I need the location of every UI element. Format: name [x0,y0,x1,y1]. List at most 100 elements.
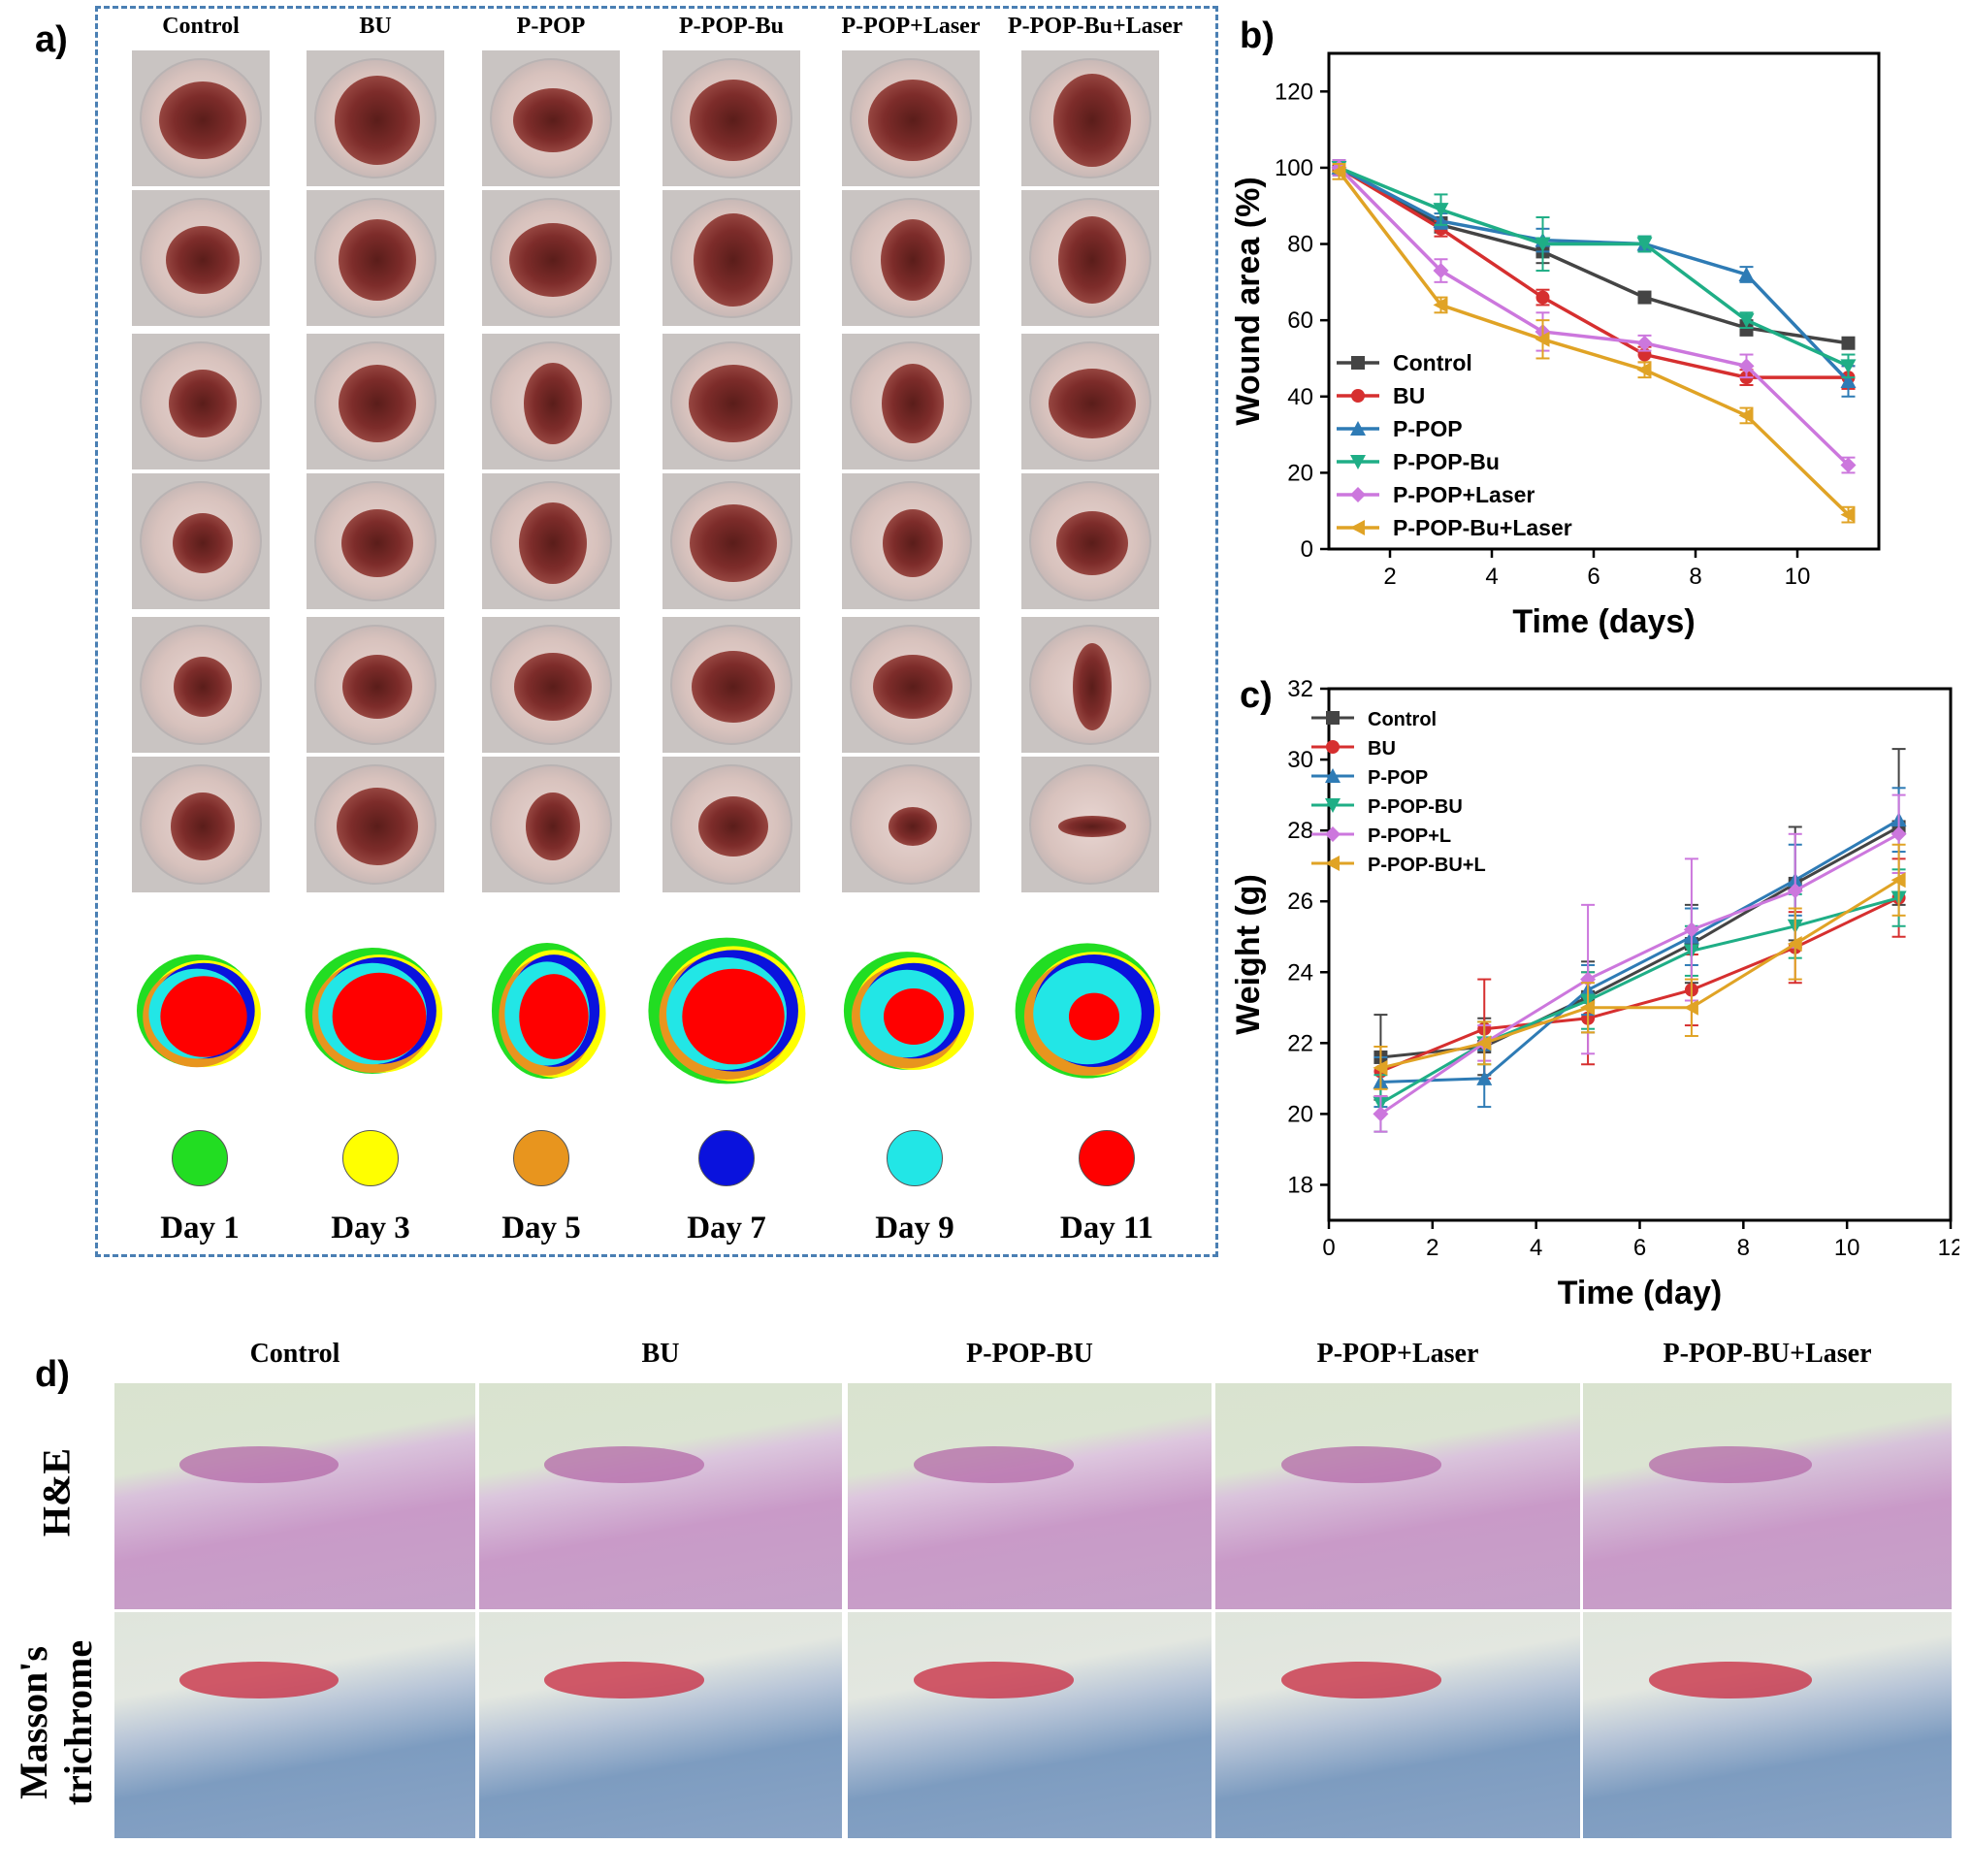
series-line [1380,818,1900,1084]
day-color-dot [1079,1130,1135,1186]
panel-a-label: a) [35,19,68,60]
row-label-line: trichrome [56,1639,100,1806]
wound-photo [842,757,980,892]
wound-overlay-map [1015,943,1161,1079]
day-contour [682,968,785,1065]
histology-column-header: P-POP+Laser [1316,1339,1479,1369]
y-tick-label: 24 [1287,959,1313,986]
histology-column-header: BU [641,1339,680,1369]
data-point [1325,798,1341,813]
legend-label: BU [1368,738,1396,760]
petri-dish [314,198,436,318]
legend-label: P-POP [1368,767,1428,789]
wound-photo [662,473,800,609]
data-point [1325,856,1340,871]
series-line [1338,170,1850,516]
wound-area [341,509,413,577]
collagen-band [544,1662,704,1698]
wound-photo [662,50,800,186]
petri-dish [670,341,792,462]
petri-dish [490,198,612,318]
wound-photo [1021,50,1159,186]
petri-dish [490,481,612,601]
he-stain-image [1583,1383,1952,1609]
x-tick-label: 8 [1737,1235,1750,1261]
wound-area [690,80,777,161]
petri-dish [140,58,262,178]
panel-c-label: c) [1240,675,1273,716]
wound-area [1053,74,1131,167]
y-axis-label: Wound area (%) [1232,177,1267,425]
data-point [1535,237,1551,252]
data-point [1350,455,1366,469]
data-point [1476,1035,1492,1051]
wound-area [1056,511,1128,575]
wound-photo [1021,190,1159,326]
day-label: Day 7 [687,1211,766,1245]
wound-area [174,657,232,717]
data-point [1787,936,1802,953]
x-tick-label: 6 [1587,564,1599,590]
petri-dish [140,481,262,601]
data-point [1890,825,1907,842]
wound-photo [132,50,270,186]
data-point [1738,313,1755,329]
wound-photo [307,50,444,186]
masson-trichrome-image [1583,1612,1952,1838]
wound-area [337,788,418,865]
wound-area [1073,643,1112,730]
day-color-dot [172,1130,228,1186]
series-line [1380,879,1900,1070]
petri-dish [490,341,612,462]
data-point [1580,999,1596,1016]
wound-photo [307,473,444,609]
petri-dish [140,198,262,318]
wound-photo [842,190,980,326]
panel-d-label: d) [35,1354,70,1395]
series-line [1338,166,1850,383]
wound-area [694,213,773,307]
data-point [1535,290,1550,305]
wound-area [1058,816,1126,837]
x-tick-label: 4 [1530,1235,1542,1261]
petri-dish [670,625,792,745]
y-axis-label: Weight (g) [1232,874,1267,1035]
series-line [1338,166,1849,345]
data-point [1840,373,1857,389]
wound-photo [662,190,800,326]
petri-dish [314,764,436,885]
y-tick-label: 20 [1287,460,1313,486]
series-line [1379,896,1900,1073]
collagen-band [1280,1662,1442,1698]
series-line [1338,166,1850,467]
petri-dish [670,481,792,601]
x-tick-label: 0 [1322,1235,1335,1261]
petri-dish [314,58,436,178]
data-point [1840,457,1857,473]
wound-photo [662,617,800,753]
day-contour [1068,992,1120,1041]
y-tick-label: 26 [1287,889,1313,915]
petri-dish [850,764,972,885]
wound-photo [482,617,620,753]
data-point [1636,362,1652,378]
wound-area [524,363,582,444]
wound-area [868,80,957,161]
wound-photo [1021,757,1159,892]
epidermis-band [1280,1446,1442,1483]
column-header-2: P-POP [516,14,586,39]
data-point [1326,711,1340,725]
epidermis-band [1649,1446,1812,1483]
petri-dish [1029,625,1151,745]
collagen-band [1649,1662,1812,1698]
y-tick-label: 40 [1287,384,1313,410]
data-point [1535,331,1550,347]
wound-photo [482,50,620,186]
wound-area [883,509,943,577]
wound-area [339,365,416,442]
wound-area [339,219,416,301]
data-point [1841,336,1856,350]
column-header-4: P-POP+Laser [841,14,981,39]
petri-dish [314,481,436,601]
